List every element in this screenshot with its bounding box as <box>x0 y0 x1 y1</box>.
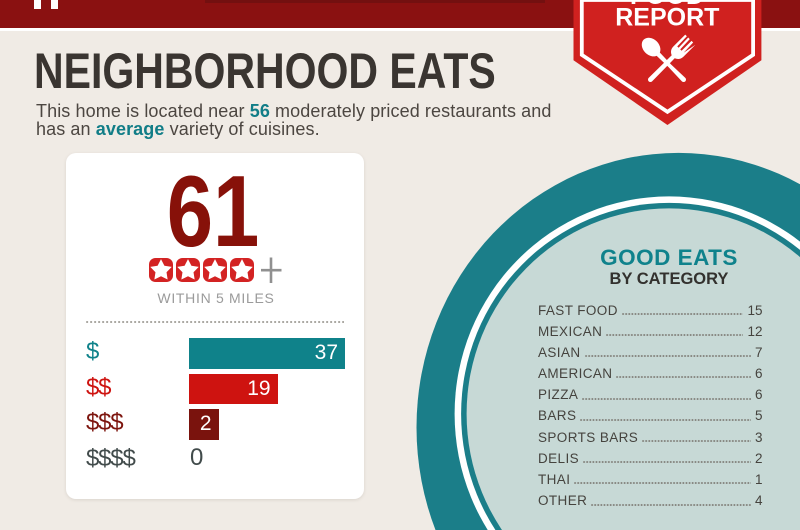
svg-text:REPORT: REPORT <box>615 3 719 31</box>
svg-text:FOOD: FOOD <box>630 0 705 10</box>
